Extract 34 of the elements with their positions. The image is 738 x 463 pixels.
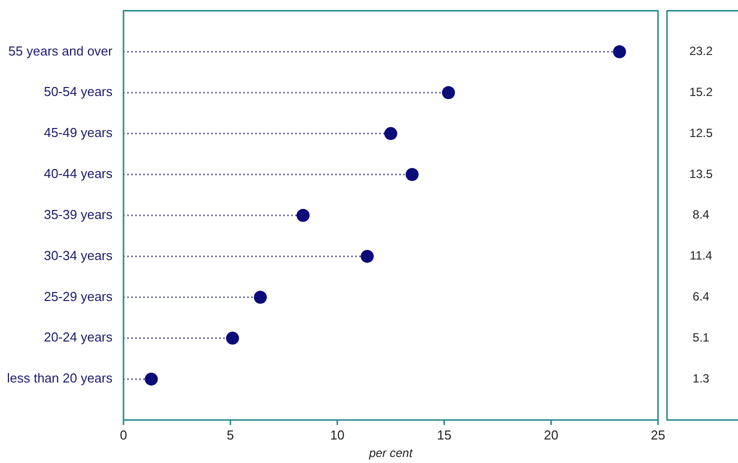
x-tick-label: 20: [544, 427, 558, 442]
data-label: 8.4: [692, 208, 710, 222]
y-tick-label: 35-39 years: [44, 206, 113, 222]
x-tick-label: 10: [330, 427, 345, 442]
data-label: 12.5: [689, 126, 713, 140]
point: [296, 208, 310, 222]
data-label: 11.4: [690, 248, 713, 263]
data-label: 1.3: [692, 371, 710, 386]
data-label: 5.1: [692, 330, 710, 344]
point: [613, 45, 626, 58]
y-tick-label: 25-29 years: [44, 288, 113, 304]
x-tick-label: 15: [436, 427, 452, 442]
data-label: 6.4: [692, 290, 710, 304]
point: [144, 372, 158, 386]
point: [442, 86, 455, 100]
point: [406, 168, 419, 181]
point: [384, 127, 398, 140]
y-tick-label: less than 20 years: [6, 370, 113, 386]
y-tick-label: 20-24 years: [44, 330, 113, 345]
x-tick-label: 0: [120, 427, 128, 442]
point: [254, 290, 267, 304]
y-tick-label: 45-49 years: [44, 125, 113, 140]
data-label: 23.2: [689, 44, 713, 58]
point: [226, 332, 240, 345]
y-tick-label: 55 years and over: [8, 43, 114, 58]
data-label: 15.2: [689, 84, 713, 99]
data-label: 13.5: [689, 166, 713, 181]
x-tick-label: 25: [650, 427, 666, 442]
y-tick-label: 40-44 years: [44, 166, 113, 182]
x-tick-label: 5: [226, 427, 234, 442]
x-axis-title: per cent: [368, 446, 414, 460]
point: [360, 250, 374, 263]
y-tick-label: 50-54 years: [44, 84, 113, 100]
y-tick-label: 30-34 years: [44, 248, 113, 263]
